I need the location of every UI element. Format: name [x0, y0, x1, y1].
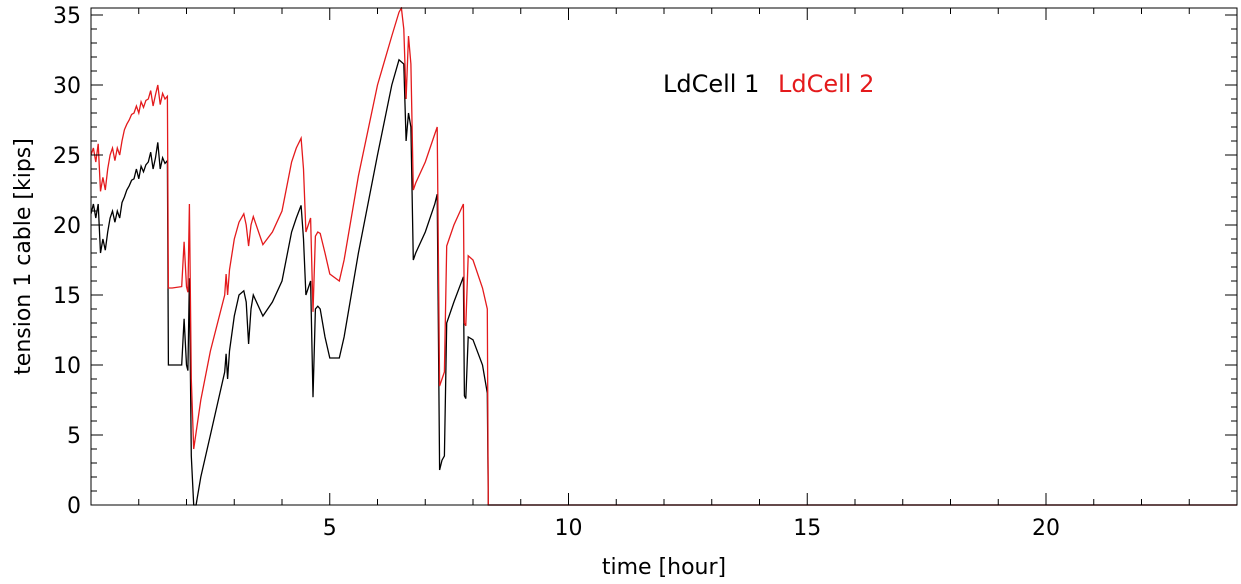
series-layer	[91, 7, 1237, 506]
x-tick-label: 15	[793, 516, 821, 541]
y-tick-label: 30	[53, 74, 81, 99]
y-tick-label: 15	[53, 284, 81, 309]
y-axis-label: tension 1 cable [kips]	[11, 138, 36, 375]
y-tick-label: 5	[67, 424, 81, 449]
x-tick-label: 5	[323, 516, 337, 541]
x-axis: 5 10 15 20	[138, 8, 1190, 541]
x-tick-label: 20	[1032, 516, 1060, 541]
series-line-2	[91, 7, 1237, 506]
y-tick-label: 35	[53, 4, 81, 29]
y-axis: 0 5 10 15 20 25 30 35	[53, 4, 1237, 519]
y-tick-label: 10	[53, 354, 81, 379]
legend-entry-ldcell-2: LdCell 2	[778, 70, 874, 98]
y-tick-label: 25	[53, 144, 81, 169]
y-tick-label: 20	[53, 214, 81, 239]
legend-entry-ldcell-1: LdCell 1	[663, 70, 759, 98]
x-axis-label: time [hour]	[602, 555, 726, 580]
legend: LdCell 1 LdCell 2	[663, 70, 874, 98]
y-tick-label: 0	[67, 494, 81, 519]
series-line-1	[91, 58, 1237, 506]
x-tick-label: 10	[555, 516, 583, 541]
